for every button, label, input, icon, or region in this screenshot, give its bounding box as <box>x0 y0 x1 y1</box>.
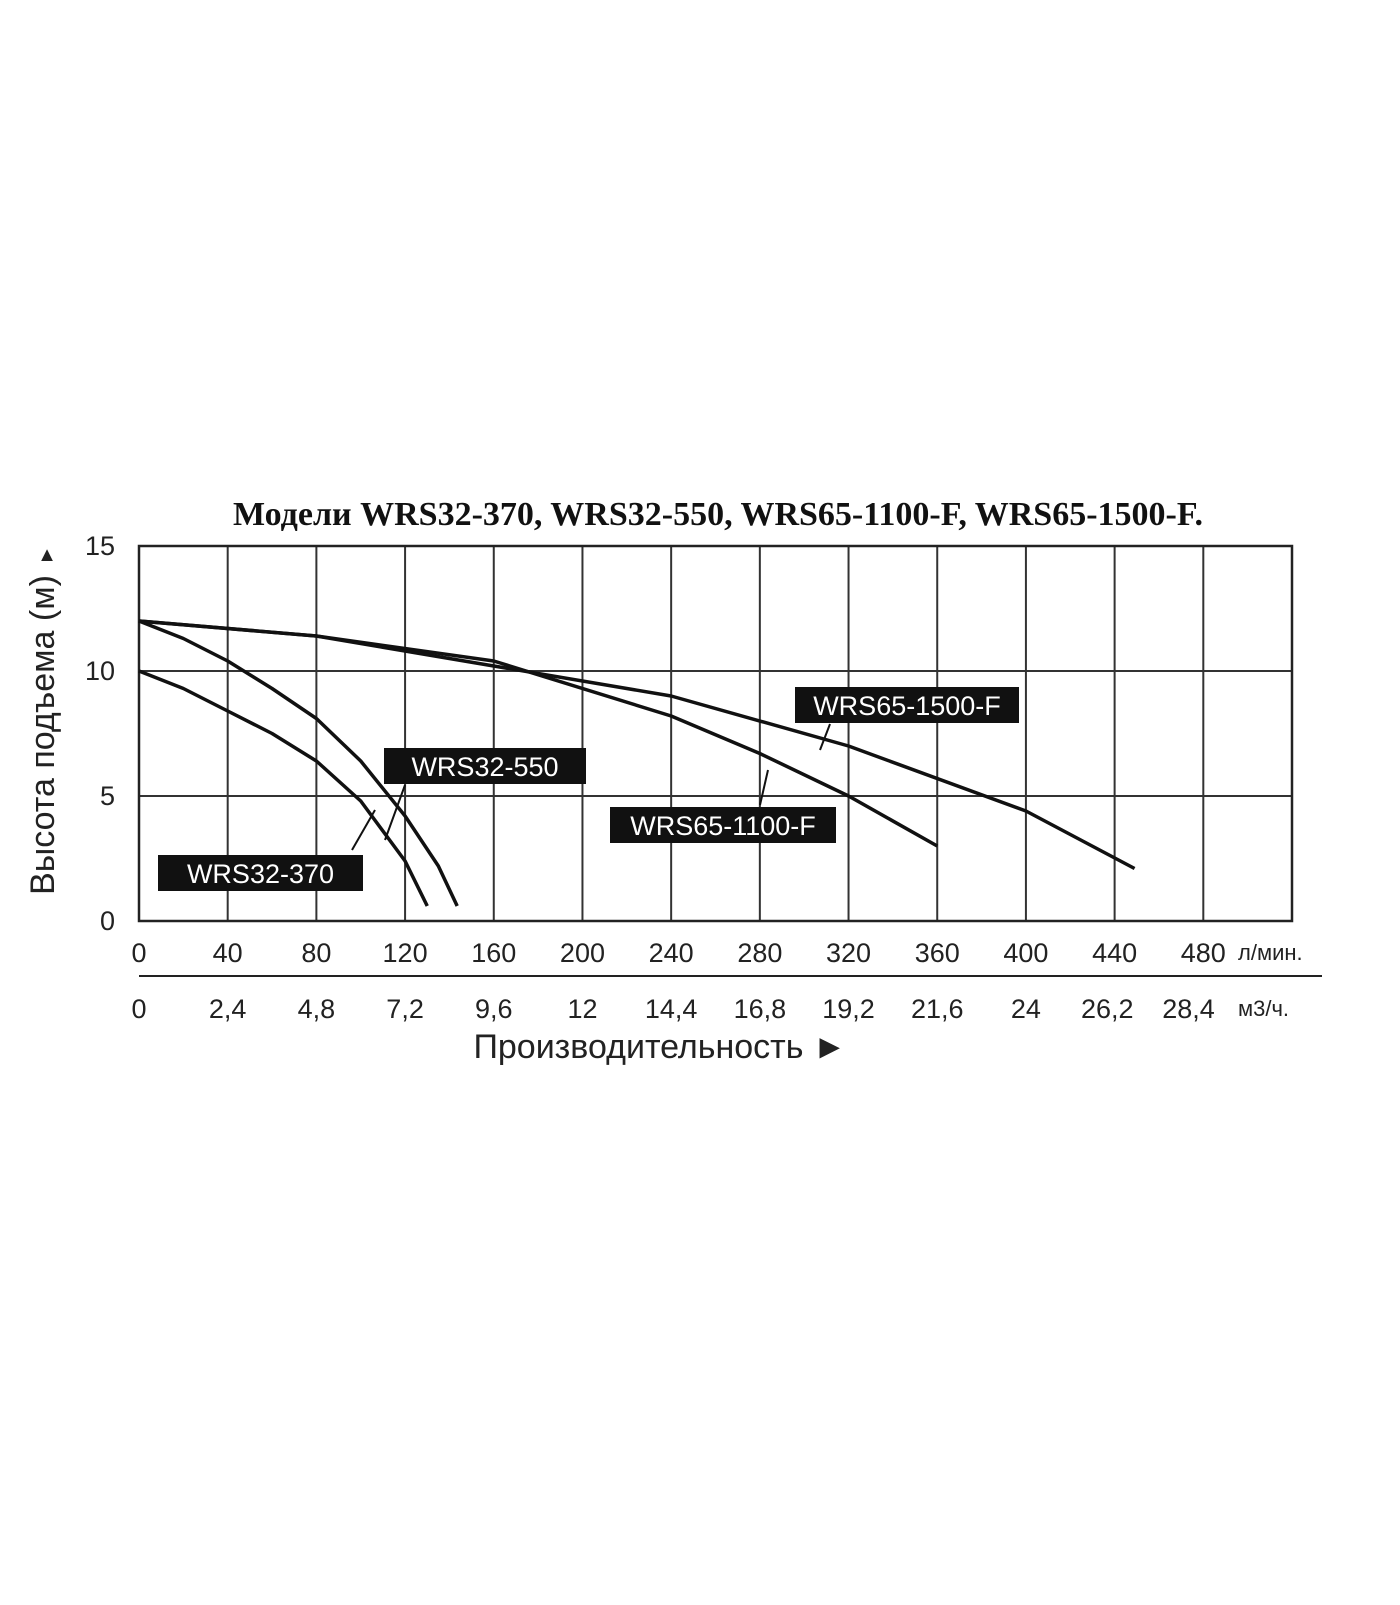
legend-label: WRS65-1100-F <box>630 811 816 841</box>
x-tick-label: 80 <box>301 938 331 968</box>
series-line <box>138 619 459 907</box>
x-unit: л/мин. <box>1238 940 1303 965</box>
series-line <box>138 669 429 907</box>
x2-tick-label: 16,8 <box>734 994 787 1024</box>
callout-leader <box>759 769 769 806</box>
legend-box <box>610 807 836 843</box>
x2-tick-label: 12 <box>567 994 597 1024</box>
x-tick-label: 160 <box>471 938 516 968</box>
x-tick-label: 280 <box>737 938 782 968</box>
y-tick-label: 15 <box>85 531 115 561</box>
x-tick-label: 480 <box>1181 938 1226 968</box>
x-tick-label: 320 <box>826 938 871 968</box>
series-line <box>138 619 1136 871</box>
x-tick-label: 240 <box>649 938 694 968</box>
x-tick-label: 200 <box>560 938 605 968</box>
x-tick-label: 440 <box>1092 938 1137 968</box>
x2-tick-label: 28,4 <box>1162 994 1215 1024</box>
legend-label: WRS32-550 <box>411 752 558 782</box>
x2-tick-label: 4,8 <box>298 994 336 1024</box>
x2-tick-label: 19,2 <box>822 994 875 1024</box>
callout-leader <box>384 784 406 841</box>
x2-tick-label: 24 <box>1011 994 1041 1024</box>
x-axis-label: Производительность ► <box>473 1028 846 1066</box>
x-tick-label: 40 <box>213 938 243 968</box>
y-tick-label: 10 <box>85 656 115 686</box>
callout-leader <box>819 723 831 751</box>
x2-tick-label: 21,6 <box>911 994 964 1024</box>
x-tick-label: 360 <box>915 938 960 968</box>
plot-frame <box>137 544 1294 923</box>
x-tick-label: 0 <box>131 938 146 968</box>
legend-box <box>384 748 586 784</box>
x2-tick-label: 7,2 <box>386 994 424 1024</box>
x2-tick-label: 14,4 <box>645 994 698 1024</box>
x2-unit: м3/ч. <box>1238 996 1289 1021</box>
x2-tick-label: 9,6 <box>475 994 513 1024</box>
legend-box <box>158 855 363 891</box>
x2-tick-label: 26,2 <box>1081 994 1134 1024</box>
legend-label: WRS32-370 <box>187 859 334 889</box>
y-axis-arrow: ▲ <box>37 544 57 566</box>
legend-label: WRS65-1500-F <box>813 691 1001 721</box>
callout-leader <box>351 809 376 851</box>
x-tick-label: 400 <box>1003 938 1048 968</box>
y-axis-label: Высота подъема (м) <box>24 575 62 895</box>
x-tick-label: 120 <box>383 938 428 968</box>
y-tick-label: 0 <box>100 906 115 936</box>
x2-tick-label: 0 <box>131 994 146 1024</box>
x2-tick-label: 2,4 <box>209 994 247 1024</box>
y-tick-label: 5 <box>100 781 115 811</box>
chart-title: Модели WRS32-370, WRS32-550, WRS65-1100-… <box>233 496 1203 533</box>
legend-box <box>795 687 1019 723</box>
